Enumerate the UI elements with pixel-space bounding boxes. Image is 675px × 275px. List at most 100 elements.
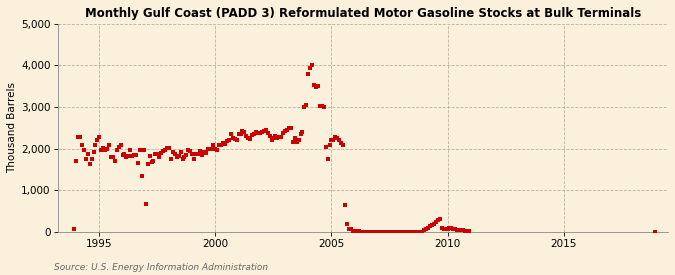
Point xyxy=(134,148,145,152)
Point xyxy=(423,226,433,230)
Point xyxy=(454,228,464,232)
Point xyxy=(163,146,174,150)
Point xyxy=(113,144,124,149)
Point xyxy=(295,132,306,136)
Point xyxy=(100,148,111,152)
Point xyxy=(96,148,107,153)
Point xyxy=(173,153,184,158)
Point xyxy=(438,227,449,231)
Title: Monthly Gulf Coast (PADD 3) Reformulated Motor Gasoline Stocks at Bulk Terminals: Monthly Gulf Coast (PADD 3) Reformulated… xyxy=(84,7,641,20)
Point xyxy=(179,155,190,160)
Y-axis label: Thousand Barrels: Thousand Barrels xyxy=(7,82,17,173)
Point xyxy=(105,155,116,160)
Point xyxy=(332,136,343,141)
Point xyxy=(90,142,101,147)
Point xyxy=(396,229,406,234)
Point xyxy=(322,157,333,161)
Point xyxy=(388,229,399,234)
Point xyxy=(320,144,331,149)
Point xyxy=(317,104,327,108)
Point xyxy=(259,129,269,133)
Point xyxy=(411,229,422,234)
Point xyxy=(156,151,167,155)
Point xyxy=(460,229,470,233)
Point xyxy=(440,227,451,232)
Point xyxy=(421,226,431,231)
Point xyxy=(363,229,374,234)
Point xyxy=(394,229,404,234)
Point xyxy=(384,229,395,234)
Point xyxy=(274,135,285,139)
Point xyxy=(247,133,258,138)
Point xyxy=(348,229,358,233)
Point xyxy=(76,142,87,147)
Point xyxy=(111,147,122,152)
Point xyxy=(355,229,366,234)
Point xyxy=(206,147,217,151)
Point xyxy=(305,65,316,70)
Point xyxy=(290,136,300,141)
Point xyxy=(279,129,290,133)
Point xyxy=(415,229,426,234)
Point xyxy=(369,229,379,234)
Point xyxy=(375,229,385,234)
Point xyxy=(308,83,319,87)
Point xyxy=(262,131,273,135)
Point xyxy=(398,229,408,234)
Point xyxy=(144,154,155,158)
Point xyxy=(649,229,660,234)
Point xyxy=(313,84,323,89)
Point xyxy=(250,130,261,134)
Point xyxy=(176,150,186,155)
Point xyxy=(212,148,223,152)
Point xyxy=(71,159,82,163)
Point xyxy=(286,126,296,130)
Point xyxy=(167,150,178,155)
Point xyxy=(146,160,157,164)
Point xyxy=(248,132,259,136)
Point xyxy=(239,130,250,134)
Point xyxy=(382,229,393,234)
Point xyxy=(181,153,192,157)
Point xyxy=(115,142,126,147)
Point xyxy=(291,140,302,145)
Point xyxy=(284,126,294,130)
Point xyxy=(373,229,383,234)
Point xyxy=(219,141,230,146)
Point xyxy=(353,229,364,234)
Point xyxy=(324,142,335,147)
Point xyxy=(266,138,277,142)
Point xyxy=(210,147,221,151)
Point xyxy=(160,148,171,152)
Point xyxy=(361,229,372,234)
Point xyxy=(276,135,287,139)
Point xyxy=(127,153,138,158)
Point xyxy=(150,152,161,157)
Point xyxy=(125,148,136,152)
Point xyxy=(241,134,252,138)
Point xyxy=(234,132,244,136)
Point xyxy=(148,159,159,163)
Point xyxy=(386,229,397,234)
Point xyxy=(406,229,416,234)
Point xyxy=(69,226,80,231)
Point xyxy=(88,150,99,154)
Point xyxy=(301,103,312,107)
Point xyxy=(84,162,95,167)
Point xyxy=(270,134,281,138)
Point xyxy=(364,229,375,234)
Point xyxy=(326,138,337,142)
Point xyxy=(303,72,314,76)
Point xyxy=(190,152,201,156)
Point xyxy=(435,217,446,222)
Point xyxy=(102,147,113,151)
Point xyxy=(272,136,283,141)
Point xyxy=(330,135,341,140)
Point xyxy=(94,135,105,139)
Point xyxy=(132,161,143,166)
Point xyxy=(82,152,93,156)
Point xyxy=(450,227,460,232)
Point xyxy=(129,153,140,158)
Point xyxy=(367,229,377,234)
Point xyxy=(444,226,455,230)
